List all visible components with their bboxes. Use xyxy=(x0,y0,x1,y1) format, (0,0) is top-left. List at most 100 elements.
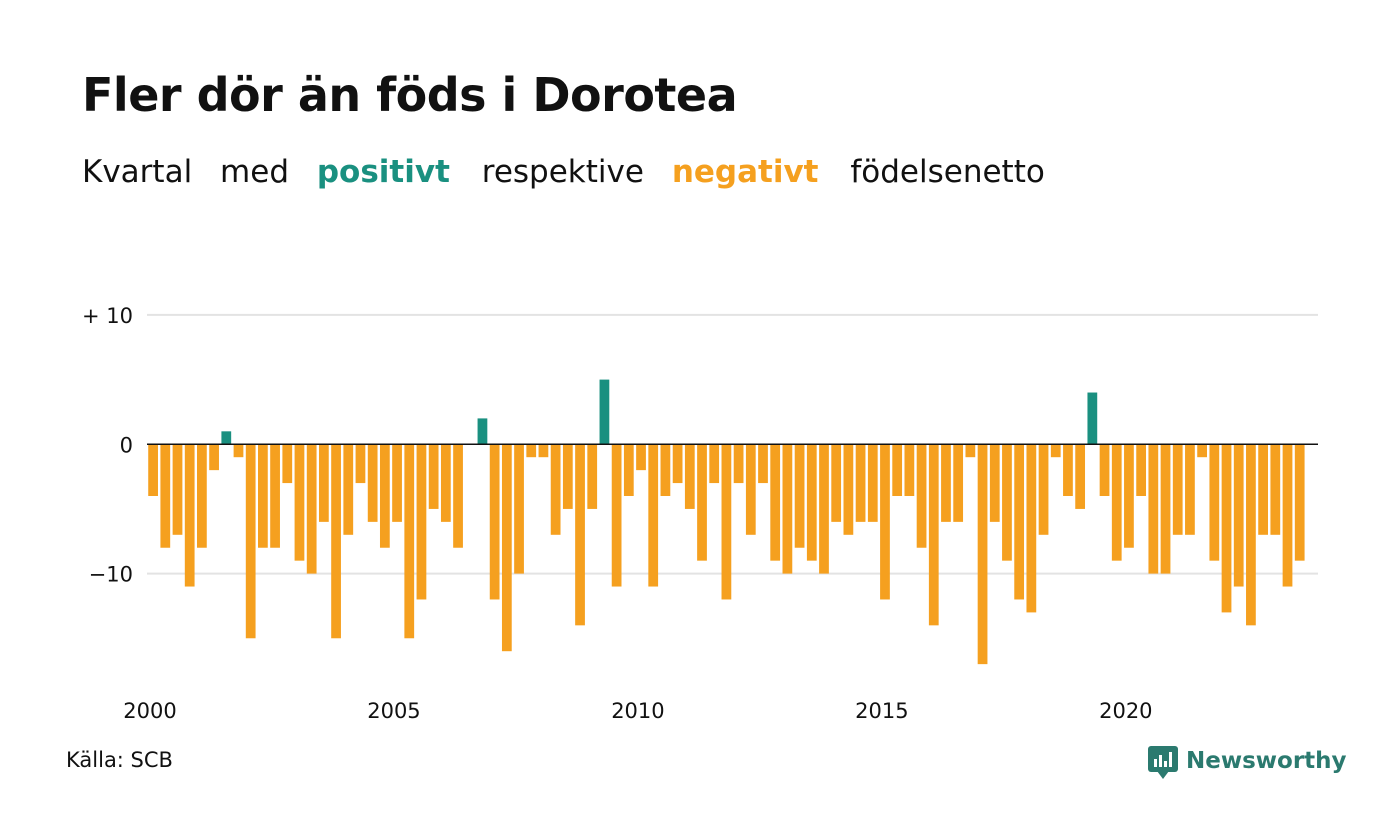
bar-negative xyxy=(867,444,878,522)
bar-negative xyxy=(1050,444,1061,458)
bar-negative xyxy=(343,444,354,535)
bar-negative xyxy=(1160,444,1171,574)
bar-negative xyxy=(904,444,915,496)
bar-negative xyxy=(331,444,341,639)
bar-negative xyxy=(233,444,244,458)
bar-negative xyxy=(1258,444,1268,535)
bar-negative xyxy=(550,444,561,535)
bar-positive xyxy=(221,431,232,445)
bar-negative xyxy=(172,444,183,535)
bar-negative xyxy=(404,444,415,639)
subtitle-word-kvartal: Kvartal xyxy=(82,154,193,190)
bar-negative xyxy=(1075,444,1086,509)
bar-negative xyxy=(794,444,805,548)
bar-negative xyxy=(989,444,1000,522)
bar-negative xyxy=(355,444,366,484)
x-tick-label: 2010 xyxy=(611,699,664,723)
bar-negative xyxy=(1221,444,1232,613)
x-tick-label: 2020 xyxy=(1099,699,1152,723)
legend-positive: positivt xyxy=(316,154,450,190)
bar-negative xyxy=(1026,444,1037,613)
bar-negative xyxy=(916,444,927,548)
chart-title: Fler dör än föds i Dorotea xyxy=(82,68,738,122)
bar-negative xyxy=(1209,444,1220,561)
bar-negative xyxy=(294,444,305,561)
bar-negative xyxy=(1063,444,1073,496)
bar-negative xyxy=(660,444,671,496)
brand-logo: Newsworthy xyxy=(1148,742,1347,780)
bar-negative xyxy=(745,444,756,535)
bar-negative xyxy=(587,444,598,509)
bar-negative xyxy=(489,444,500,600)
chart-subtitle: Kvartal med positivt respektive negativt… xyxy=(82,154,1063,190)
bar-negative xyxy=(209,444,219,471)
x-tick-label: 2000 xyxy=(123,699,176,723)
bar-negative xyxy=(1148,444,1159,574)
bar-negative xyxy=(831,444,842,522)
bar-negative xyxy=(733,444,744,484)
bar-negative xyxy=(843,444,854,535)
bar-positive xyxy=(1087,392,1098,445)
bar-negative xyxy=(318,444,329,522)
bar-negative xyxy=(148,444,158,496)
bar-negative xyxy=(684,444,695,509)
bar-negative xyxy=(1172,444,1183,535)
bar-negative xyxy=(379,444,390,548)
bar-negative xyxy=(1124,444,1134,548)
bar-negative xyxy=(562,444,573,509)
x-tick-label: 2015 xyxy=(855,699,908,723)
bar-negative xyxy=(453,444,463,548)
bar-negative xyxy=(245,444,256,639)
x-tick-label: 2005 xyxy=(367,699,420,723)
bar-negative xyxy=(806,444,817,561)
bar-negative xyxy=(672,444,683,484)
bar-negative xyxy=(892,444,903,496)
bar-negative xyxy=(392,444,402,522)
bar-negative xyxy=(721,444,732,600)
brand-name: Newsworthy xyxy=(1186,748,1347,774)
bar-negative xyxy=(501,444,512,652)
bar-negative xyxy=(928,444,939,626)
bar-negative xyxy=(611,444,622,587)
bar-negative xyxy=(416,444,427,600)
bar-positive xyxy=(599,379,610,445)
bar-negative xyxy=(1099,444,1110,496)
bar-negative xyxy=(1246,444,1256,626)
bar-negative xyxy=(623,444,634,496)
bar-negative xyxy=(1233,444,1244,587)
y-tick-label: + 10 xyxy=(82,304,133,328)
y-tick-label: −10 xyxy=(89,563,133,587)
source-note: Källa: SCB xyxy=(66,748,173,772)
bar-negative xyxy=(258,444,268,548)
bar-negative xyxy=(1111,444,1122,561)
bar-negative xyxy=(440,444,451,522)
bar-negative xyxy=(855,444,866,522)
bar-negative xyxy=(648,444,659,587)
bar-negative xyxy=(1270,444,1281,535)
bar-negative xyxy=(1185,444,1195,535)
bar-negative xyxy=(1282,444,1293,587)
bar-negative xyxy=(184,444,195,587)
bar-positive xyxy=(477,418,488,445)
bar-negative xyxy=(770,444,781,561)
bar-negative xyxy=(880,444,890,600)
bar-negative xyxy=(965,444,976,458)
bar-negative xyxy=(782,444,793,574)
bar-negative xyxy=(575,444,585,626)
bar-negative xyxy=(428,444,439,509)
legend-negative: negativt xyxy=(671,154,819,190)
bar-negative xyxy=(1038,444,1049,535)
bar-negative xyxy=(306,444,317,574)
bar-negative xyxy=(636,444,646,471)
subtitle-word-med: med xyxy=(220,154,289,190)
bar-negative xyxy=(1294,444,1305,561)
bar-negative xyxy=(758,444,768,484)
bar-negative xyxy=(1136,444,1147,496)
newsworthy-logo-icon xyxy=(1148,746,1178,779)
bar-negative xyxy=(270,444,280,548)
bar-negative xyxy=(819,444,829,574)
bar-negative xyxy=(977,444,988,665)
subtitle-word-fodelsenetto: födelsenetto xyxy=(850,154,1045,190)
bar-negative xyxy=(282,444,293,484)
